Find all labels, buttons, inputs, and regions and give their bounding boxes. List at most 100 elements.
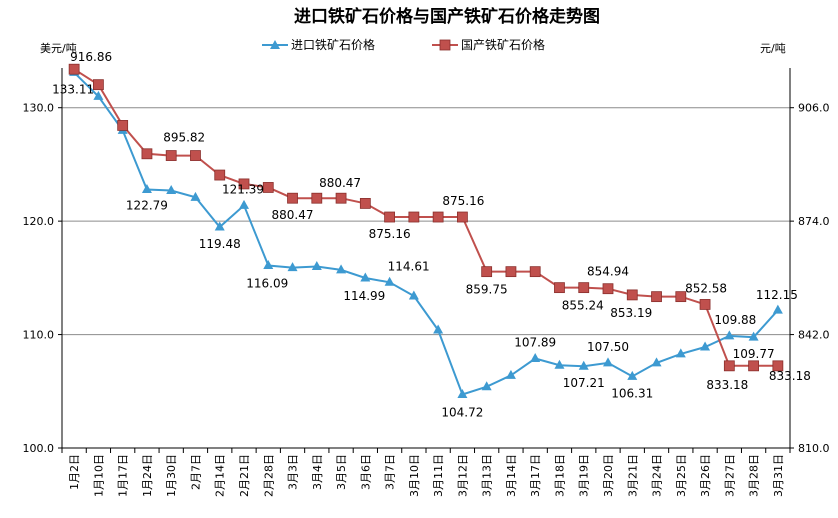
triangle-marker (141, 183, 152, 193)
x-tick-label: 2月28日 (262, 454, 275, 497)
y-left-tick-label: 130.0 (23, 102, 55, 115)
triangle-marker (190, 191, 201, 201)
x-tick-label: 3月13日 (481, 454, 494, 497)
square-marker (335, 192, 347, 204)
x-tick-label: 3月5日 (335, 454, 348, 490)
square-marker (214, 169, 226, 181)
data-label-domestic: 875.16 (442, 194, 484, 208)
square-marker (311, 192, 323, 204)
triangle-marker (384, 276, 395, 286)
x-tick-label: 3月11日 (432, 454, 445, 497)
x-tick-label: 1月17日 (117, 454, 130, 497)
data-label-imported: 109.88 (714, 313, 756, 327)
data-label-domestic: 855.24 (562, 299, 604, 313)
chart-title: 进口铁矿石价格与国产铁矿石价格走势图 (294, 6, 600, 27)
data-label-domestic: 880.47 (272, 208, 314, 222)
data-label-imported: 107.89 (514, 336, 556, 350)
square-marker (190, 150, 201, 161)
square-marker (651, 291, 662, 303)
square-marker (602, 283, 614, 295)
data-label-domestic: 916.86 (70, 50, 112, 64)
x-tick-label: 1月30日 (165, 454, 178, 497)
data-label-imported: 114.99 (343, 289, 385, 303)
square-marker (432, 211, 444, 223)
x-tick-label: 3月26日 (699, 454, 712, 497)
y-left-tick-label: 110.0 (23, 329, 55, 342)
data-label-imported: 106.31 (611, 386, 653, 400)
triangle-marker (603, 357, 613, 367)
series-line-imported (73, 71, 779, 396)
plot-area: 100.0 110.0 120.0 130.0 810.0 842.0 874.0 906.0… (23, 50, 830, 497)
square-marker (723, 360, 735, 372)
square-marker (529, 266, 541, 278)
square-marker (93, 79, 104, 91)
data-label-imported: 104.72 (441, 405, 483, 419)
triangle-marker (627, 370, 638, 380)
data-label-imported: 116.09 (246, 276, 288, 290)
triangle-marker (530, 353, 541, 363)
data-label-domestic: 852.58 (685, 281, 727, 295)
square-marker (456, 211, 468, 223)
triangle-marker (748, 331, 759, 341)
x-tick-label: 3月14日 (505, 454, 518, 497)
x-tick-label: 2月7日 (189, 454, 202, 490)
square-marker (68, 63, 80, 75)
x-tick-label: 3月17日 (529, 454, 542, 497)
y-right-tick-label: 906.0 (798, 102, 830, 115)
x-tick-label: 3月28日 (748, 454, 761, 497)
legend-item-imported: 进口铁矿石价格 (262, 37, 375, 52)
data-label-domestic: 895.82 (163, 131, 205, 145)
square-marker (165, 150, 177, 161)
triangle-marker (481, 381, 492, 391)
legend: 进口铁矿石价格 国产铁矿石价格 (262, 37, 545, 52)
square-marker (238, 178, 250, 190)
triangle-marker (724, 330, 735, 340)
x-tick-label: 1月24日 (141, 454, 154, 497)
x-tick-label: 3月7日 (384, 454, 397, 490)
data-label-imported: 121.39 (222, 182, 264, 196)
x-tick-label: 3月24日 (651, 454, 664, 497)
x-tick-label: 3月12日 (456, 454, 469, 497)
square-marker (505, 266, 517, 278)
triangle-marker (505, 369, 516, 379)
square-marker (748, 360, 759, 372)
triangle-marker (336, 264, 347, 274)
square-marker (554, 282, 565, 294)
legend-triangle-marker (270, 40, 280, 49)
x-tick-label: 2月21日 (238, 454, 251, 497)
triangle-marker (263, 259, 274, 269)
y-right-tick-label: 810.0 (798, 442, 830, 455)
triangle-marker (651, 357, 662, 367)
x-tick-label: 3月10日 (408, 454, 421, 497)
x-tick-label: 1月2日 (68, 454, 81, 490)
x-tick-label: 3月27日 (723, 454, 736, 497)
legend-square-marker (439, 39, 451, 51)
data-label-domestic: 833.18 (706, 378, 748, 392)
y-left-tick-label: 120.0 (23, 215, 55, 228)
triangle-marker (287, 262, 298, 272)
data-label-domestic: 854.94 (587, 265, 629, 279)
y-right-tick-label: 874.0 (798, 215, 830, 228)
triangle-marker (457, 388, 468, 398)
square-marker (675, 291, 687, 303)
data-label-imported: 109.77 (733, 347, 775, 361)
x-tick-label: 3月21日 (626, 454, 639, 497)
y-axis-right-label: 元/吨 (760, 42, 786, 55)
data-label-domestic: 880.47 (319, 176, 361, 190)
square-marker (262, 182, 274, 193)
data-label-domestic: 833.18 (769, 369, 811, 383)
triangle-marker (214, 221, 225, 231)
square-marker (408, 211, 420, 223)
triangle-marker (700, 341, 711, 351)
data-label-imported: 119.48 (199, 237, 241, 251)
legend-label-imported: 进口铁矿石价格 (291, 37, 375, 52)
square-marker (578, 282, 590, 294)
triangle-marker (239, 199, 249, 209)
x-tick-label: 3月19日 (578, 454, 591, 497)
data-label-imported: 107.50 (587, 340, 629, 354)
data-label-imported: 122.79 (126, 198, 168, 212)
square-marker (626, 289, 638, 301)
triangle-marker (360, 272, 371, 282)
